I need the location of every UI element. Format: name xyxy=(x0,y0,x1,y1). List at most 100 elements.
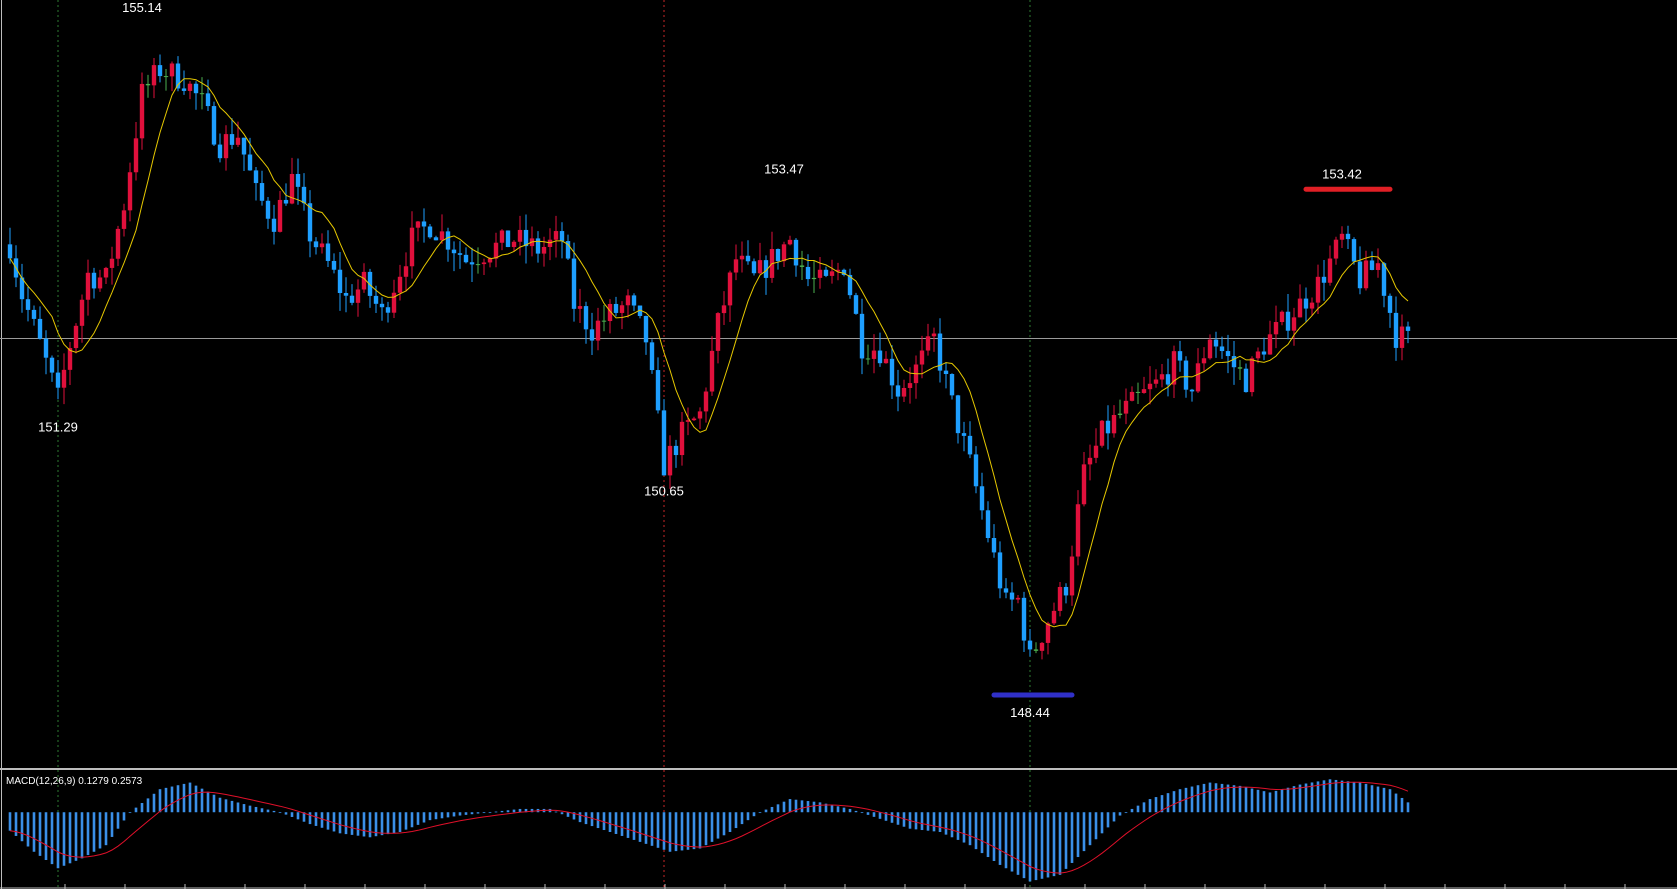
candle xyxy=(1189,388,1195,402)
candle xyxy=(229,118,235,150)
macd-bar xyxy=(812,801,816,813)
candle xyxy=(901,379,907,402)
macd-bar xyxy=(236,802,240,813)
candle xyxy=(823,266,829,278)
macd-bar xyxy=(962,812,966,843)
macd-bar xyxy=(392,812,396,834)
macd-bar xyxy=(1016,812,1020,875)
macd-bar xyxy=(674,812,678,852)
candle-body xyxy=(793,239,799,266)
macd-bar xyxy=(368,812,372,838)
candle xyxy=(499,229,505,251)
candle xyxy=(31,305,37,326)
macd-bar xyxy=(254,806,258,813)
candle-body xyxy=(379,303,385,308)
macd-bar xyxy=(1364,783,1368,813)
candle xyxy=(781,241,787,267)
candle-body xyxy=(235,137,241,145)
macd-bar xyxy=(572,812,576,820)
macd-bar xyxy=(1160,795,1164,813)
candle-body xyxy=(355,289,361,303)
candle xyxy=(1279,310,1285,326)
candle xyxy=(775,248,781,270)
candle xyxy=(1399,314,1405,361)
candle xyxy=(109,246,115,285)
price-label-2: 151.29 xyxy=(38,420,78,435)
macd-bar xyxy=(1064,812,1068,869)
candle-body xyxy=(859,313,865,359)
macd-bar xyxy=(854,810,858,813)
macd-bar xyxy=(986,812,990,858)
macd-bar xyxy=(434,812,438,820)
candle xyxy=(1333,236,1339,265)
macd-bar xyxy=(1124,812,1128,814)
macd-bar xyxy=(1034,812,1038,881)
candle-body xyxy=(643,315,649,343)
candle xyxy=(613,296,619,317)
macd-bar xyxy=(308,812,312,825)
candle-body xyxy=(499,230,505,243)
macd-bar xyxy=(1208,782,1212,813)
candle-body xyxy=(319,243,325,248)
macd-bar xyxy=(320,812,324,828)
candle-body xyxy=(853,295,859,314)
macd-bar xyxy=(764,809,768,813)
macd-bar xyxy=(110,812,114,837)
macd-bar xyxy=(458,812,462,816)
macd-bar xyxy=(296,812,300,820)
macd-bar xyxy=(956,812,960,840)
candle xyxy=(1237,359,1243,381)
macd-bar xyxy=(272,810,276,813)
candle-body xyxy=(1177,351,1183,361)
macd-bar xyxy=(362,812,366,837)
macd-bar xyxy=(266,809,270,813)
candle-body xyxy=(187,83,193,91)
macd-bar xyxy=(104,812,108,846)
candle-body xyxy=(607,303,613,322)
candle xyxy=(1369,251,1375,271)
macd-bar xyxy=(980,812,984,854)
candle xyxy=(385,301,391,323)
candle-body xyxy=(985,510,991,539)
candle-body xyxy=(1369,260,1375,270)
candle xyxy=(1201,347,1207,371)
macd-bar xyxy=(668,812,672,852)
candle xyxy=(1045,621,1051,655)
candle xyxy=(481,258,487,275)
candle xyxy=(1225,334,1231,374)
candle xyxy=(343,277,349,313)
macd-bar xyxy=(146,798,150,813)
candle-body xyxy=(655,370,661,411)
candle-body xyxy=(559,231,565,242)
price-chart[interactable]: 155.14 151.29 150.65 153.47 148.44 153.42 xyxy=(0,0,1677,770)
macd-bar xyxy=(56,812,60,869)
macd-bar xyxy=(932,812,936,832)
macd-bar xyxy=(350,812,354,835)
macd-bar xyxy=(1172,791,1176,813)
candle-body xyxy=(907,383,913,388)
candle xyxy=(637,305,643,319)
macd-bar xyxy=(230,800,234,813)
candle-body xyxy=(1393,312,1399,348)
macd-bar xyxy=(1298,784,1302,813)
candle-body xyxy=(1063,586,1069,596)
macd-bar xyxy=(698,812,702,849)
macd-bar xyxy=(1328,779,1332,813)
candle-body xyxy=(1237,367,1243,369)
candle-body xyxy=(571,258,577,309)
macd-bar xyxy=(1010,812,1014,872)
candle-body xyxy=(1267,334,1273,355)
macd-bar xyxy=(1112,812,1116,822)
macd-bar xyxy=(590,812,594,827)
candle xyxy=(1243,363,1249,393)
macd-bar xyxy=(968,812,972,846)
macd-bar xyxy=(242,804,246,813)
macd-bar xyxy=(614,812,618,834)
macd-chart[interactable]: MACD(12,26,9) 0.1279 0.2573 xyxy=(0,770,1677,889)
candle-body xyxy=(967,435,973,455)
macd-bar xyxy=(758,812,762,814)
candle-body xyxy=(583,306,589,330)
macd-bar xyxy=(1244,787,1248,813)
candle-body xyxy=(1183,360,1189,390)
candle-body xyxy=(151,65,157,86)
